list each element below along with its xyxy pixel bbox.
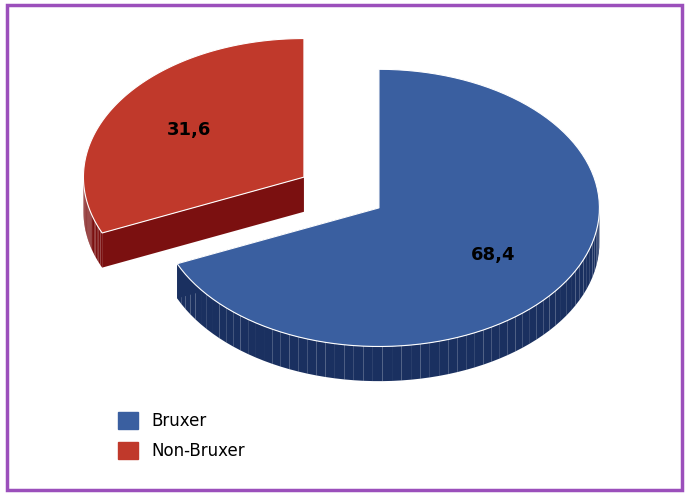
Polygon shape: [475, 330, 484, 367]
Polygon shape: [595, 231, 597, 271]
Polygon shape: [354, 346, 363, 381]
Polygon shape: [196, 285, 201, 324]
Polygon shape: [101, 230, 102, 268]
Polygon shape: [508, 317, 515, 355]
Polygon shape: [420, 343, 430, 379]
Polygon shape: [272, 329, 280, 367]
Polygon shape: [99, 228, 101, 265]
Polygon shape: [566, 276, 571, 316]
Polygon shape: [515, 313, 523, 351]
Polygon shape: [97, 225, 99, 262]
Polygon shape: [201, 290, 207, 329]
Polygon shape: [523, 309, 530, 347]
Polygon shape: [185, 275, 190, 314]
Polygon shape: [88, 206, 90, 244]
Polygon shape: [363, 346, 373, 381]
Polygon shape: [430, 341, 439, 377]
Polygon shape: [587, 248, 590, 289]
Polygon shape: [411, 344, 420, 380]
Polygon shape: [298, 337, 307, 374]
Polygon shape: [219, 303, 226, 343]
Polygon shape: [392, 346, 402, 381]
Polygon shape: [93, 217, 94, 254]
Polygon shape: [326, 343, 335, 378]
Polygon shape: [92, 215, 93, 252]
Polygon shape: [530, 305, 537, 344]
Polygon shape: [484, 327, 492, 365]
Polygon shape: [466, 333, 475, 370]
Polygon shape: [289, 335, 298, 372]
Polygon shape: [213, 299, 219, 338]
Polygon shape: [177, 264, 181, 304]
Polygon shape: [590, 243, 593, 283]
Polygon shape: [264, 326, 272, 364]
Text: 68,4: 68,4: [471, 246, 515, 264]
Polygon shape: [537, 300, 543, 340]
Polygon shape: [402, 345, 411, 381]
Legend: Bruxer, Non-Bruxer: Bruxer, Non-Bruxer: [112, 405, 252, 467]
Polygon shape: [181, 269, 185, 309]
Polygon shape: [256, 323, 264, 361]
Polygon shape: [579, 260, 584, 300]
Polygon shape: [549, 291, 555, 330]
Polygon shape: [492, 324, 500, 362]
Polygon shape: [207, 295, 213, 334]
Polygon shape: [96, 223, 97, 260]
Polygon shape: [234, 312, 240, 350]
Polygon shape: [248, 319, 256, 357]
Polygon shape: [316, 341, 326, 377]
Polygon shape: [102, 177, 304, 268]
Polygon shape: [571, 271, 575, 310]
Polygon shape: [439, 340, 449, 376]
Polygon shape: [190, 280, 196, 319]
Polygon shape: [373, 346, 382, 381]
Polygon shape: [177, 208, 379, 298]
Polygon shape: [449, 338, 457, 374]
Polygon shape: [561, 281, 566, 321]
Polygon shape: [83, 39, 304, 233]
Polygon shape: [226, 308, 234, 346]
Polygon shape: [593, 237, 595, 277]
Polygon shape: [307, 339, 316, 375]
Polygon shape: [240, 316, 248, 354]
Polygon shape: [86, 198, 87, 236]
Polygon shape: [87, 201, 88, 239]
Polygon shape: [575, 265, 579, 305]
Polygon shape: [457, 335, 466, 372]
Polygon shape: [382, 346, 392, 381]
Polygon shape: [344, 345, 354, 380]
Text: 31,6: 31,6: [167, 121, 212, 139]
Polygon shape: [335, 344, 344, 380]
Polygon shape: [555, 286, 561, 326]
Polygon shape: [90, 212, 92, 249]
Polygon shape: [543, 296, 549, 335]
Polygon shape: [280, 332, 289, 369]
Polygon shape: [598, 219, 599, 259]
Polygon shape: [597, 225, 598, 265]
Polygon shape: [584, 254, 587, 295]
Polygon shape: [500, 320, 508, 358]
Polygon shape: [177, 69, 599, 346]
Polygon shape: [94, 220, 96, 257]
